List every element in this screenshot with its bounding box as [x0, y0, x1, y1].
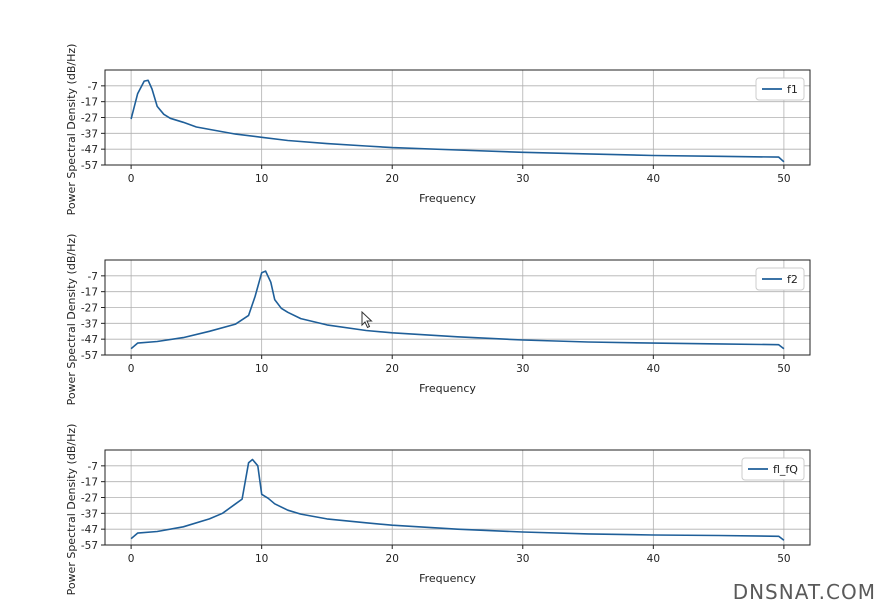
x-tick-label: 0	[128, 553, 135, 565]
y-tick-label: -7	[88, 271, 98, 283]
x-tick-label: 10	[255, 173, 268, 185]
x-tick-label: 30	[516, 363, 529, 375]
y-tick-label: -17	[81, 97, 98, 109]
legend: fl_fQ	[741, 457, 805, 481]
subplot-3: 0 10 20 30 40 50 -57 -47 -37 -27 -17 -7 Frequency Pow…	[65, 424, 811, 596]
legend: f1	[755, 77, 805, 101]
x-tick-label: 20	[386, 363, 399, 375]
y-axis-label: Power Spectral Density (dB/Hz)	[65, 44, 78, 216]
legend-box	[741, 457, 805, 481]
series-line-fl_fQ	[130, 458, 785, 541]
y-tick-label: -27	[81, 493, 98, 505]
x-tick-label: 50	[777, 363, 790, 375]
x-tick-label: 10	[255, 553, 268, 565]
y-axis-label: Power Spectral Density (dB/Hz)	[65, 424, 78, 596]
legend: f2	[755, 267, 805, 291]
y-tick-label: -57	[81, 350, 98, 362]
legend-label: fl_fQ	[773, 463, 798, 476]
x-tick-label: 50	[777, 173, 790, 185]
x-tick-label: 30	[516, 553, 529, 565]
subplot-1: 0 10 20 30 40 50 -57 -47 -37 -27 -17 -7 Frequency Pow…	[65, 44, 811, 216]
x-tick-label: 40	[647, 553, 660, 565]
series-line-f2	[130, 270, 785, 350]
subplot-2: 0 10 20 30 40 50 -57 -47 -37 -27 -17 -7 Frequency Pow…	[65, 234, 811, 406]
x-tick-label: 0	[128, 173, 135, 185]
y-tick-label: -37	[81, 318, 98, 330]
y-tick-label: -37	[81, 128, 98, 140]
y-tick-label: -27	[81, 303, 98, 315]
y-tick-label: -47	[81, 524, 98, 536]
y-axis-label: Power Spectral Density (dB/Hz)	[65, 234, 78, 406]
mouse-cursor-icon	[361, 310, 373, 333]
y-tick-label: -27	[81, 113, 98, 125]
x-axis-label: Frequency	[419, 382, 476, 395]
x-tick-label: 50	[777, 553, 790, 565]
x-axis-label: Frequency	[419, 572, 476, 585]
y-tick-label: -7	[88, 461, 98, 473]
y-tick-label: -7	[88, 81, 98, 93]
y-tick-label: -37	[81, 508, 98, 520]
y-tick-label: -57	[81, 160, 98, 172]
x-tick-label: 0	[128, 363, 135, 375]
x-tick-label: 10	[255, 363, 268, 375]
y-tick-label: -17	[81, 287, 98, 299]
x-tick-label: 20	[386, 173, 399, 185]
x-tick-label: 30	[516, 173, 529, 185]
y-tick-label: -47	[81, 334, 98, 346]
series-line-f1	[130, 79, 785, 163]
x-axis-label: Frequency	[419, 192, 476, 205]
legend-label: f2	[787, 273, 798, 286]
y-tick-label: -47	[81, 144, 98, 156]
x-tick-label: 20	[386, 553, 399, 565]
x-tick-label: 40	[647, 363, 660, 375]
y-tick-label: -57	[81, 540, 98, 552]
x-tick-label: 40	[647, 173, 660, 185]
y-tick-label: -17	[81, 477, 98, 489]
legend-label: f1	[787, 83, 798, 96]
watermark: DNSNAT.COM	[732, 580, 876, 604]
